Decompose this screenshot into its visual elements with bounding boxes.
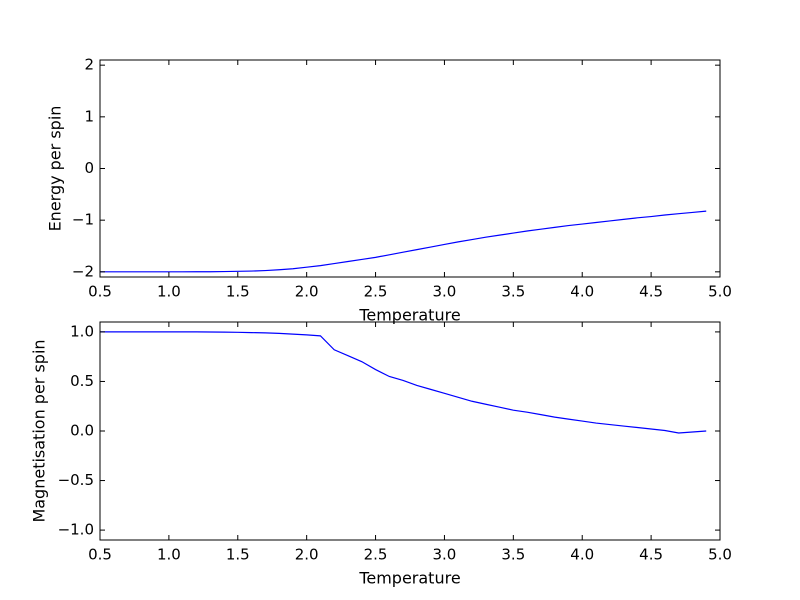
x-tick-label: 5.0 — [708, 283, 732, 301]
x-tick-label: 2.0 — [295, 283, 319, 301]
x-tick-label: 2.0 — [295, 546, 319, 564]
data-line — [100, 210, 707, 273]
y-tick-label: −1.0 — [58, 521, 94, 539]
y-axis-label: Magnetisation per spin — [30, 339, 49, 522]
y-tick-label: −0.5 — [58, 471, 94, 489]
x-axis-label: Temperature — [358, 569, 460, 588]
x-tick-label: 2.5 — [364, 546, 388, 564]
y-tick-label: −1 — [72, 211, 94, 229]
plot-frame — [99, 321, 721, 541]
y-tick-label: 2 — [84, 56, 94, 74]
y-tick-label: 1.0 — [70, 322, 94, 340]
x-tick-label: 1.5 — [226, 283, 250, 301]
x-tick-label: 4.5 — [639, 546, 663, 564]
plot-frame — [99, 59, 721, 278]
y-tick-label: 0.0 — [70, 422, 94, 440]
y-tick-label: −2 — [72, 262, 94, 280]
x-tick-label: 1.0 — [157, 283, 181, 301]
x-tick-label: 1.5 — [226, 546, 250, 564]
x-tick-label: 0.5 — [88, 546, 112, 564]
y-axis-label: Energy per spin — [46, 106, 65, 232]
x-tick-label: 0.5 — [88, 283, 112, 301]
x-tick-label: 2.5 — [364, 283, 388, 301]
x-tick-label: 4.5 — [639, 283, 663, 301]
x-tick-label: 1.0 — [157, 546, 181, 564]
data-line — [100, 331, 707, 434]
y-tick-label: 0.5 — [70, 372, 94, 390]
y-tick-label: 1 — [84, 107, 94, 125]
x-tick-label: 3.5 — [501, 283, 525, 301]
x-tick-label: 3.0 — [433, 546, 457, 564]
y-tick-label: 0 — [84, 159, 94, 177]
x-tick-label: 4.0 — [570, 283, 594, 301]
x-tick-label: 4.0 — [570, 546, 594, 564]
x-tick-label: 5.0 — [708, 546, 732, 564]
x-tick-label: 3.5 — [501, 546, 525, 564]
x-tick-label: 3.0 — [433, 283, 457, 301]
x-axis-label: Temperature — [358, 306, 460, 325]
